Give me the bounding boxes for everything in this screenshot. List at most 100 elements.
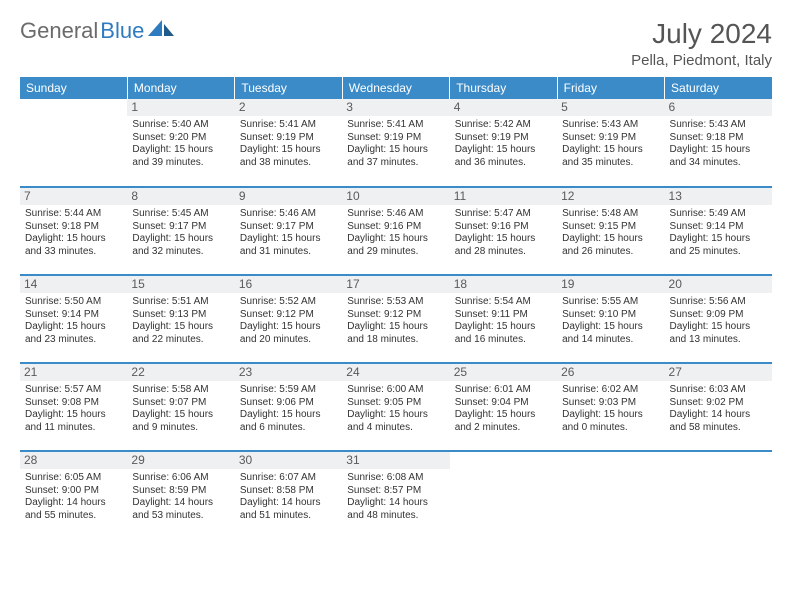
calendar-cell: 16Sunrise: 5:52 AMSunset: 9:12 PMDayligh… [235,275,342,363]
calendar-cell: 25 Sunrise: 6:01 AMSunset: 9:04 PMDayligh… [450,363,557,451]
month-title: July 2024 [631,18,772,50]
sunset-line: Sunset: 9:04 PM [455,397,552,410]
sunrise-line: Sunrise: 5:50 AM [25,296,122,309]
sunset-line: Sunset: 9:13 PM [132,309,229,322]
calendar-body: .1Sunrise: 5:40 AMSunset: 9:20 PMDayligh… [20,99,772,539]
day-number: 13 [665,188,772,205]
daylight-line: Daylight: 15 hours and 25 minutes. [670,233,767,258]
calendar-cell: 6 Sunrise: 5:43 AMSunset: 9:18 PMDaylight… [665,99,772,187]
sunrise-line: Sunrise: 5:52 AM [240,296,337,309]
daylight-line: Daylight: 15 hours and 9 minutes. [132,409,229,434]
day-details: Sunrise: 6:03 AMSunset: 9:02 PMDaylight:… [670,384,767,434]
day-details: Sunrise: 5:43 AMSunset: 9:18 PMDaylight:… [670,119,767,169]
sunrise-line: Sunrise: 5:51 AM [132,296,229,309]
sunrise-line: Sunrise: 6:07 AM [240,472,337,485]
day-details: Sunrise: 5:50 AMSunset: 9:14 PMDaylight:… [25,296,122,346]
day-number: 3 [342,99,449,116]
daylight-line: Daylight: 15 hours and 38 minutes. [240,144,337,169]
calendar-head: SundayMondayTuesdayWednesdayThursdayFrid… [20,77,772,99]
location: Pella, Piedmont, Italy [631,52,772,69]
daylight-line: Daylight: 15 hours and 0 minutes. [562,409,659,434]
sunrise-line: Sunrise: 5:45 AM [132,208,229,221]
sunrise-line: Sunrise: 6:01 AM [455,384,552,397]
sunset-line: Sunset: 9:06 PM [240,397,337,410]
daylight-line: Daylight: 15 hours and 6 minutes. [240,409,337,434]
daylight-line: Daylight: 14 hours and 53 minutes. [132,497,229,522]
day-number: 7 [20,188,127,205]
day-number: 23 [235,364,342,381]
day-details: Sunrise: 5:43 AMSunset: 9:19 PMDaylight:… [562,119,659,169]
daylight-line: Daylight: 15 hours and 26 minutes. [562,233,659,258]
sunset-line: Sunset: 9:12 PM [240,309,337,322]
calendar-cell: 28Sunrise: 6:05 AMSunset: 9:00 PMDayligh… [20,451,127,539]
logo-text-gray: General [20,18,98,44]
daylight-line: Daylight: 15 hours and 29 minutes. [347,233,444,258]
daylight-line: Daylight: 15 hours and 32 minutes. [132,233,229,258]
sunset-line: Sunset: 9:14 PM [670,221,767,234]
sunrise-line: Sunrise: 5:58 AM [132,384,229,397]
sunrise-line: Sunrise: 5:53 AM [347,296,444,309]
day-number: 9 [235,188,342,205]
sunrise-line: Sunrise: 5:59 AM [240,384,337,397]
calendar-cell: 31 Sunrise: 6:08 AMSunset: 8:57 PMDayligh… [342,451,449,539]
day-details: Sunrise: 6:08 AMSunset: 8:57 PMDaylight:… [347,472,444,522]
day-details: Sunrise: 5:59 AMSunset: 9:06 PMDaylight:… [240,384,337,434]
day-number: 14 [20,276,127,293]
day-number: 6 [665,99,772,116]
day-number: 15 [127,276,234,293]
daylight-line: Daylight: 15 hours and 22 minutes. [132,321,229,346]
daylight-line: Daylight: 14 hours and 55 minutes. [25,497,122,522]
day-number: 19 [557,276,664,293]
day-details: Sunrise: 5:40 AMSunset: 9:20 PMDaylight:… [132,119,229,169]
sunset-line: Sunset: 9:18 PM [25,221,122,234]
day-details: Sunrise: 5:42 AMSunset: 9:19 PMDaylight:… [455,119,552,169]
sunset-line: Sunset: 9:05 PM [347,397,444,410]
daylight-line: Daylight: 15 hours and 4 minutes. [347,409,444,434]
day-details: Sunrise: 5:41 AMSunset: 9:19 PMDaylight:… [240,119,337,169]
sunrise-line: Sunrise: 6:06 AM [132,472,229,485]
day-number: 21 [20,364,127,381]
day-number: 12 [557,188,664,205]
sunset-line: Sunset: 9:19 PM [240,132,337,145]
calendar-week: 28Sunrise: 6:05 AMSunset: 9:00 PMDayligh… [20,451,772,539]
daylight-line: Daylight: 15 hours and 16 minutes. [455,321,552,346]
sunrise-line: Sunrise: 6:00 AM [347,384,444,397]
sunrise-line: Sunrise: 5:42 AM [455,119,552,132]
day-number: 30 [235,452,342,469]
calendar-cell: 2 Sunrise: 5:41 AMSunset: 9:19 PMDaylight… [235,99,342,187]
header: GeneralBlue July 2024 Pella, Piedmont, I… [20,18,772,69]
calendar-cell: 15 Sunrise: 5:51 AMSunset: 9:13 PMDayligh… [127,275,234,363]
sunrise-line: Sunrise: 6:03 AM [670,384,767,397]
sunrise-line: Sunrise: 5:57 AM [25,384,122,397]
day-details: Sunrise: 5:52 AMSunset: 9:12 PMDaylight:… [240,296,337,346]
day-details: Sunrise: 5:51 AMSunset: 9:13 PMDaylight:… [132,296,229,346]
logo: GeneralBlue [20,18,174,44]
day-details: Sunrise: 6:01 AMSunset: 9:04 PMDaylight:… [455,384,552,434]
day-number: 25 [450,364,557,381]
day-number: 1 [127,99,234,116]
day-details: Sunrise: 6:06 AMSunset: 8:59 PMDaylight:… [132,472,229,522]
day-details: Sunrise: 5:41 AMSunset: 9:19 PMDaylight:… [347,119,444,169]
calendar-cell: 1 Sunrise: 5:40 AMSunset: 9:20 PMDaylight… [127,99,234,187]
sunrise-line: Sunrise: 5:43 AM [670,119,767,132]
sunset-line: Sunset: 9:10 PM [562,309,659,322]
logo-sail-icon [148,18,174,44]
daylight-line: Daylight: 15 hours and 39 minutes. [132,144,229,169]
day-number: 31 [342,452,449,469]
day-header: Saturday [665,77,772,99]
calendar-cell: 4 Sunrise: 5:42 AMSunset: 9:19 PMDaylight… [450,99,557,187]
sunset-line: Sunset: 9:08 PM [25,397,122,410]
day-number: 26 [557,364,664,381]
day-number: 2 [235,99,342,116]
day-details: Sunrise: 6:07 AMSunset: 8:58 PMDaylight:… [240,472,337,522]
sunset-line: Sunset: 9:14 PM [25,309,122,322]
day-details: Sunrise: 5:47 AMSunset: 9:16 PMDaylight:… [455,208,552,258]
day-number: 24 [342,364,449,381]
day-number: 4 [450,99,557,116]
daylight-line: Daylight: 15 hours and 35 minutes. [562,144,659,169]
sunrise-line: Sunrise: 6:08 AM [347,472,444,485]
sunrise-line: Sunrise: 5:47 AM [455,208,552,221]
day-number: 10 [342,188,449,205]
daylight-line: Daylight: 15 hours and 31 minutes. [240,233,337,258]
day-details: Sunrise: 6:00 AMSunset: 9:05 PMDaylight:… [347,384,444,434]
